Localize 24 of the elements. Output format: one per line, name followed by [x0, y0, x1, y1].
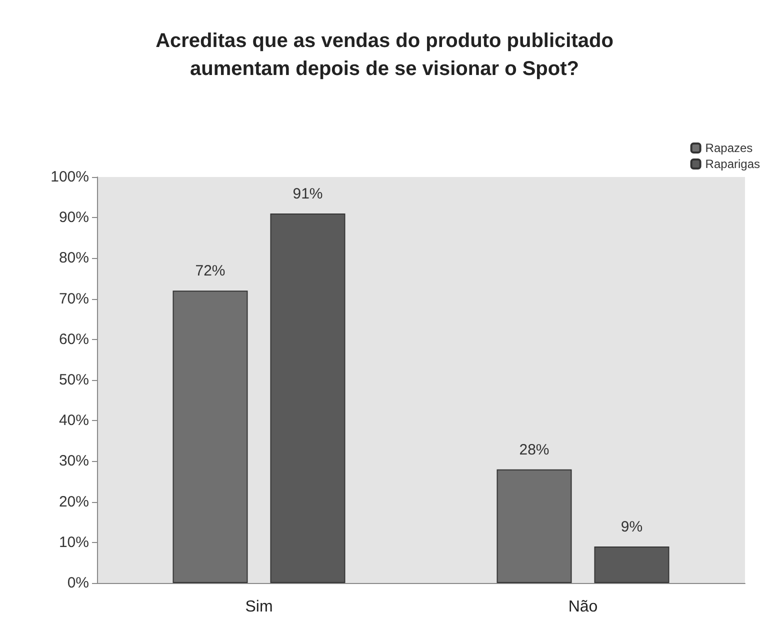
legend-label: Rapazes: [705, 141, 753, 155]
y-tick-label: 80%: [58, 250, 89, 267]
y-tick-label: 100%: [50, 168, 89, 186]
y-tick-label: 60%: [58, 330, 89, 348]
bar: [270, 214, 346, 583]
bar: [172, 290, 248, 583]
bar: [594, 546, 670, 583]
data-label: 72%: [195, 262, 226, 280]
y-tick-label: 10%: [58, 534, 89, 551]
data-label: 28%: [519, 441, 550, 458]
y-tick-label: 50%: [58, 372, 89, 388]
y-tick-label: 40%: [58, 412, 89, 430]
y-tick-label: 20%: [58, 493, 89, 510]
y-tick-label: 70%: [58, 290, 89, 308]
data-label: 91%: [292, 186, 323, 203]
chart-title: Acreditas que as vendas do produto publicitado aumentam depois de se visionar o Spot?: [156, 30, 614, 80]
y-tick-label: 30%: [58, 452, 89, 470]
y-tick-label: 0%: [67, 574, 89, 592]
legend-label: Raparigas: [705, 157, 760, 171]
data-label: 9%: [620, 518, 643, 536]
x-tick-label: Não: [568, 598, 598, 616]
bar: [496, 469, 572, 583]
x-tick-label: Sim: [245, 598, 273, 616]
y-tick-label: 90%: [58, 209, 89, 226]
